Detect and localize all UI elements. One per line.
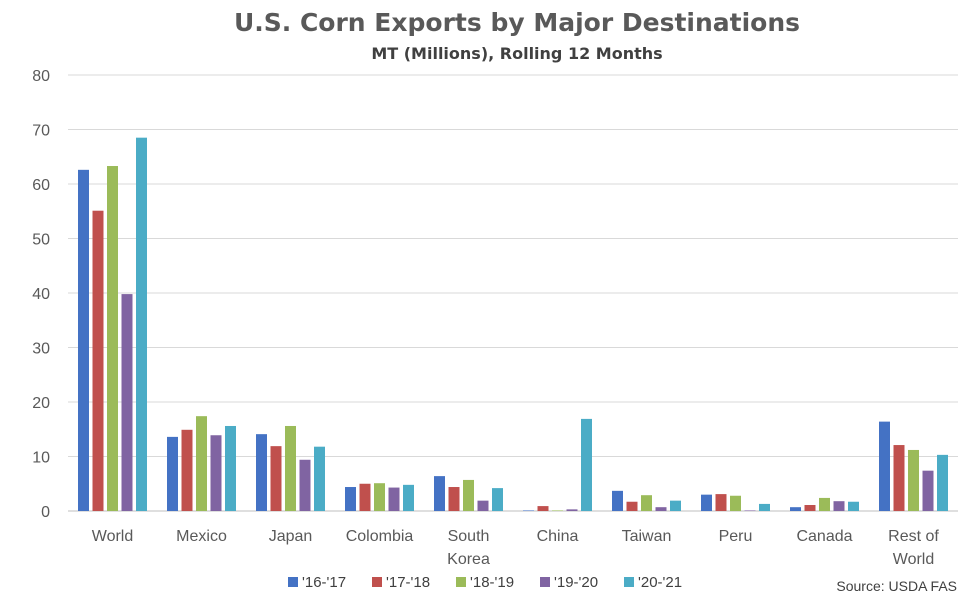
bar: [270, 446, 282, 511]
bar: [92, 210, 104, 511]
y-tick-label: 40: [32, 286, 50, 303]
legend-label: '20-'21: [638, 574, 682, 591]
bar: [670, 500, 681, 511]
bar: [78, 169, 89, 511]
x-tick-label: China: [537, 528, 579, 545]
bar: [537, 506, 549, 511]
y-tick-label: 70: [32, 123, 50, 140]
legend-label: '19-'20: [554, 574, 598, 591]
legend-label: '17-'18: [386, 574, 430, 591]
bar: [612, 490, 623, 511]
bar: [879, 421, 890, 511]
bar: [107, 166, 118, 511]
legend-swatch: [372, 577, 382, 587]
legend-swatch: [288, 577, 298, 587]
x-tick-label: Peru: [719, 528, 753, 545]
bar: [374, 483, 385, 511]
bar: [641, 495, 652, 511]
y-tick-label: 20: [32, 395, 50, 412]
x-tick-label: Mexico: [176, 528, 227, 545]
x-tick-label: World: [893, 551, 935, 568]
bar: [833, 501, 845, 511]
x-tick-label: South: [448, 528, 490, 545]
legend: '16-'17 '17-'18 '18-'19 '19-'20 '20-'21: [288, 574, 682, 591]
bar: [388, 487, 400, 511]
y-axis: 0 10 20 30 40 50 60 70 80: [32, 68, 50, 521]
x-axis: World Mexico Japan Colombia South Korea China T…: [92, 528, 940, 568]
bar: [448, 487, 460, 511]
bar: [225, 425, 236, 511]
bar: [937, 454, 948, 511]
legend-label: '18-'19: [470, 574, 514, 591]
bar: [819, 497, 830, 511]
x-tick-label: Rest of: [888, 528, 939, 545]
bar: [463, 479, 474, 511]
source-note: Source: USDA FAS: [836, 578, 957, 594]
x-tick-label: Colombia: [346, 528, 414, 545]
bar: [210, 435, 222, 511]
bar: [804, 505, 816, 511]
bar: [626, 501, 638, 511]
bar: [121, 294, 133, 511]
bar: [655, 507, 667, 511]
x-tick-label: Taiwan: [622, 528, 672, 545]
y-tick-label: 60: [32, 177, 50, 194]
chart-subtitle: MT (Millions), Rolling 12 Months: [371, 44, 662, 63]
bar: [285, 425, 296, 511]
bar: [167, 436, 178, 511]
y-tick-label: 50: [32, 232, 50, 249]
bar: [181, 429, 193, 511]
y-tick-label: 0: [41, 504, 50, 521]
legend-swatch: [624, 577, 634, 587]
bar: [744, 510, 756, 511]
bar: [314, 446, 325, 511]
bar: [922, 470, 934, 511]
bar: [403, 484, 414, 511]
bar: [552, 510, 563, 511]
bar: [566, 509, 578, 511]
legend-label: '16-'17: [302, 574, 346, 591]
legend-swatch: [540, 577, 550, 587]
bar: [359, 483, 371, 511]
bar: [715, 494, 727, 511]
bars: [78, 137, 948, 512]
bar: [759, 503, 770, 511]
bar: [523, 510, 534, 511]
legend-swatch: [456, 577, 466, 587]
y-tick-label: 30: [32, 341, 50, 358]
bar: [581, 418, 592, 511]
x-tick-label: Korea: [447, 551, 490, 568]
bar: [434, 476, 445, 511]
y-tick-label: 80: [32, 68, 50, 85]
bar: [196, 416, 207, 511]
bar: [256, 434, 267, 511]
y-tick-label: 10: [32, 450, 50, 467]
bar: [136, 137, 147, 512]
bar: [477, 500, 489, 511]
bar: [790, 507, 801, 511]
bar: [908, 449, 919, 511]
bar: [701, 494, 712, 511]
bar: [848, 501, 859, 511]
bar: [492, 488, 503, 511]
x-tick-label: World: [92, 528, 134, 545]
bar: [345, 487, 356, 511]
x-tick-label: Canada: [796, 528, 852, 545]
bar: [893, 445, 905, 511]
bar: [299, 459, 311, 511]
bar: [730, 495, 741, 511]
x-tick-label: Japan: [269, 528, 313, 545]
chart-title: U.S. Corn Exports by Major Destinations: [234, 8, 800, 37]
